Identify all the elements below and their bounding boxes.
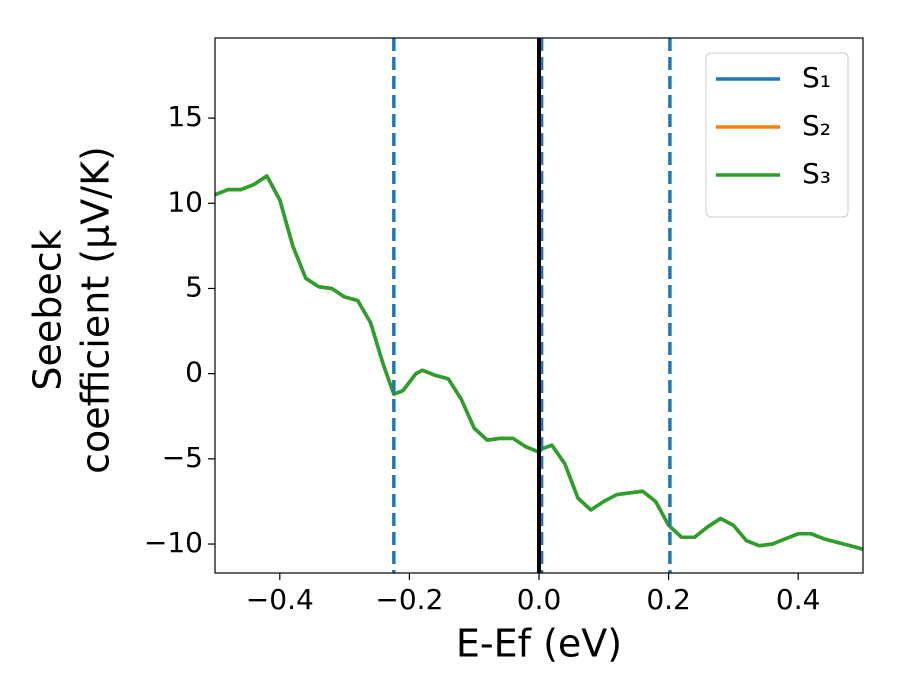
y-axis-label: Seebeck <box>26 229 70 390</box>
x-tick-label: 0.4 <box>776 583 821 616</box>
x-tick-label: −0.4 <box>246 583 314 616</box>
x-axis-label: E-Ef (eV) <box>456 622 622 666</box>
y-tick-label: 0 <box>185 356 203 389</box>
y-tick-label: −10 <box>144 526 203 559</box>
y-tick-label: 5 <box>185 270 203 303</box>
y-tick-label: −5 <box>162 441 203 474</box>
y-axis-label: coefficient (μV/K) <box>74 146 118 474</box>
x-tick-label: 0.0 <box>517 583 562 616</box>
legend-label: S₂ <box>802 109 831 142</box>
legend-label: S₃ <box>802 157 831 190</box>
y-tick-label: 15 <box>167 100 203 133</box>
y-tick-label: 10 <box>167 185 203 218</box>
legend-label: S₁ <box>802 61 831 94</box>
plot-frame <box>214 37 864 574</box>
x-tick-label: −0.2 <box>375 583 443 616</box>
x-tick-label: 0.2 <box>646 583 691 616</box>
plot-area <box>215 38 863 573</box>
